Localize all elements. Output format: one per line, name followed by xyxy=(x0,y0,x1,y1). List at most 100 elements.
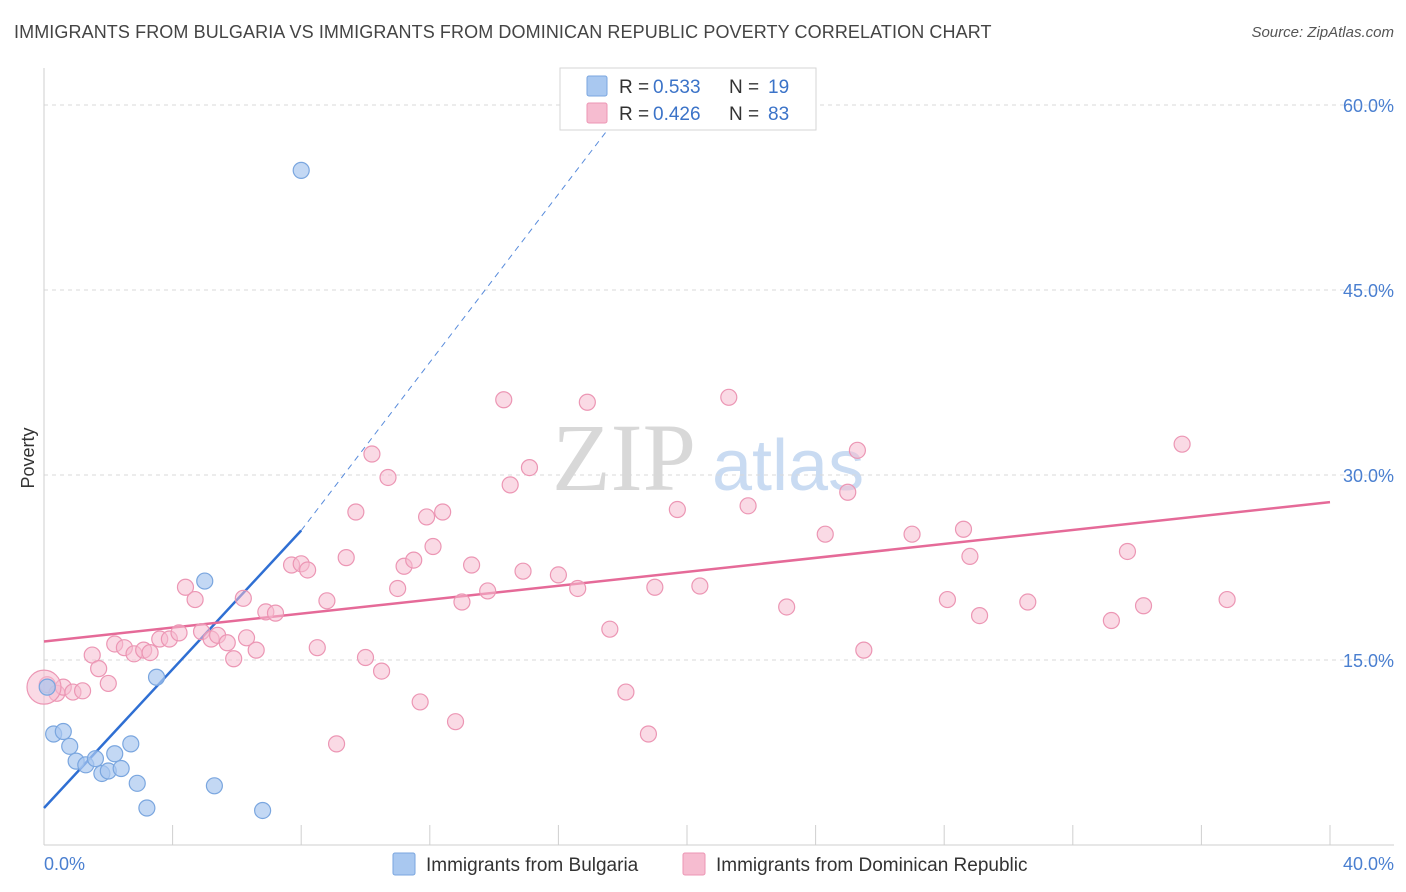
data-point-dominican xyxy=(1118,542,1137,561)
data-point-dominican xyxy=(778,598,796,616)
data-point-dominican xyxy=(299,561,317,579)
data-point-dominican xyxy=(1019,593,1037,611)
data-point-dominican xyxy=(318,592,336,610)
x-tick-label-min: 0.0% xyxy=(44,854,85,874)
data-point-dominican xyxy=(446,713,465,731)
trend-line-bulgaria-extension xyxy=(300,67,656,531)
legend-n-label-dominican: N = xyxy=(729,104,759,125)
bottom-legend-swatch-bulgaria xyxy=(392,852,416,876)
data-point-dominican xyxy=(434,503,452,521)
bottom-legend-swatch-dominican xyxy=(682,852,706,876)
data-point-dominican xyxy=(417,508,436,526)
series-bulgaria-points xyxy=(38,161,310,820)
data-point-dominican xyxy=(848,441,866,459)
data-point-dominican xyxy=(347,503,365,521)
data-point-dominican xyxy=(176,578,195,596)
axes xyxy=(43,68,1394,846)
data-point-dominican xyxy=(617,683,635,701)
data-point-dominican xyxy=(549,566,568,584)
data-point-dominican xyxy=(479,582,497,600)
bottom-legend-label-bulgaria: Immigrants from Bulgaria xyxy=(426,855,639,876)
legend-n-value-bulgaria: 19 xyxy=(768,77,789,98)
watermark-atlas: atlas xyxy=(712,426,864,506)
legend-n-label-bulgaria: N = xyxy=(729,77,759,98)
y-axis-title: Poverty xyxy=(18,427,38,488)
data-point-dominican xyxy=(379,468,397,487)
data-point-bulgaria xyxy=(196,572,214,590)
data-point-dominican xyxy=(225,650,243,668)
data-point-dominican xyxy=(691,577,709,595)
data-point-dominican xyxy=(170,624,188,642)
data-point-dominican xyxy=(816,525,834,543)
data-point-bulgaria xyxy=(86,750,105,768)
data-point-dominican xyxy=(453,593,471,611)
data-point-dominican xyxy=(639,725,658,743)
data-point-dominican xyxy=(363,445,381,463)
data-point-dominican xyxy=(1173,435,1191,453)
data-point-bulgaria xyxy=(61,737,79,755)
data-point-dominican xyxy=(720,388,738,406)
data-point-bulgaria xyxy=(138,799,156,817)
data-point-bulgaria xyxy=(205,777,223,795)
source-label: Source: ZipAtlas.com xyxy=(1251,24,1394,41)
legend-r-label-dominican: R = xyxy=(619,104,649,125)
chart-title: IMMIGRANTS FROM BULGARIA VS IMMIGRANTS F… xyxy=(14,22,992,42)
data-point-dominican xyxy=(1102,611,1120,630)
data-point-dominican xyxy=(601,620,619,638)
data-point-dominican xyxy=(99,674,117,693)
data-point-dominican xyxy=(970,606,989,625)
trend-line-dominican xyxy=(43,500,1331,643)
data-point-dominican xyxy=(372,662,391,680)
data-point-dominican xyxy=(266,604,285,622)
data-point-bulgaria xyxy=(122,735,140,753)
data-point-bulgaria xyxy=(106,745,124,763)
data-point-dominican xyxy=(90,660,108,678)
data-point-dominican xyxy=(308,639,326,657)
legend: R = 0.533 N = 19 R = 0.426 N = 83 xyxy=(559,67,817,131)
data-point-dominican xyxy=(337,549,355,567)
data-point-dominican xyxy=(141,643,159,662)
data-point-dominican xyxy=(1218,590,1236,609)
data-point-dominican xyxy=(327,735,346,753)
legend-r-value-dominican: 0.426 xyxy=(653,104,701,125)
data-point-bulgaria xyxy=(147,668,166,686)
data-point-dominican xyxy=(569,579,587,598)
data-point-dominican xyxy=(237,629,256,647)
data-point-dominican xyxy=(495,391,513,409)
data-point-dominican xyxy=(356,648,375,667)
legend-swatch-bulgaria xyxy=(586,75,608,97)
x-tick-label-max: 40.0% xyxy=(1343,854,1394,874)
data-point-bulgaria xyxy=(128,774,146,792)
bottom-legend: Immigrants from Bulgaria Immigrants from… xyxy=(392,852,1028,876)
watermark-zip: ZIP xyxy=(552,404,696,511)
data-point-dominican xyxy=(234,589,252,607)
data-point-dominican xyxy=(514,562,532,580)
legend-r-label-bulgaria: R = xyxy=(619,77,649,98)
data-point-dominican xyxy=(73,682,92,700)
data-point-dominican xyxy=(839,483,857,501)
data-point-dominican xyxy=(247,641,265,659)
x-ticks xyxy=(172,825,1331,845)
legend-r-value-bulgaria: 0.533 xyxy=(653,77,701,98)
y-tick-label: 15.0% xyxy=(1343,651,1394,671)
data-point-dominican xyxy=(739,497,757,515)
data-point-bulgaria xyxy=(54,722,72,741)
data-point-dominican xyxy=(961,547,979,566)
data-point-dominican xyxy=(405,551,423,569)
data-point-dominican xyxy=(855,641,873,659)
data-point-dominican xyxy=(501,476,519,494)
data-point-dominican xyxy=(520,459,539,477)
data-point-dominican xyxy=(938,590,957,609)
bottom-legend-label-dominican: Immigrants from Dominican Republic xyxy=(716,855,1028,876)
data-point-bulgaria xyxy=(112,759,130,778)
data-point-dominican xyxy=(411,693,429,711)
data-point-dominican xyxy=(903,525,921,543)
data-point-dominican xyxy=(668,500,686,519)
data-point-dominican xyxy=(954,520,973,538)
data-point-dominican xyxy=(218,634,236,652)
y-tick-label: 60.0% xyxy=(1343,96,1394,116)
data-point-bulgaria xyxy=(38,678,56,696)
legend-swatch-dominican xyxy=(586,102,608,124)
y-tick-labels: 15.0% 30.0% 45.0% 60.0% xyxy=(1343,96,1394,671)
